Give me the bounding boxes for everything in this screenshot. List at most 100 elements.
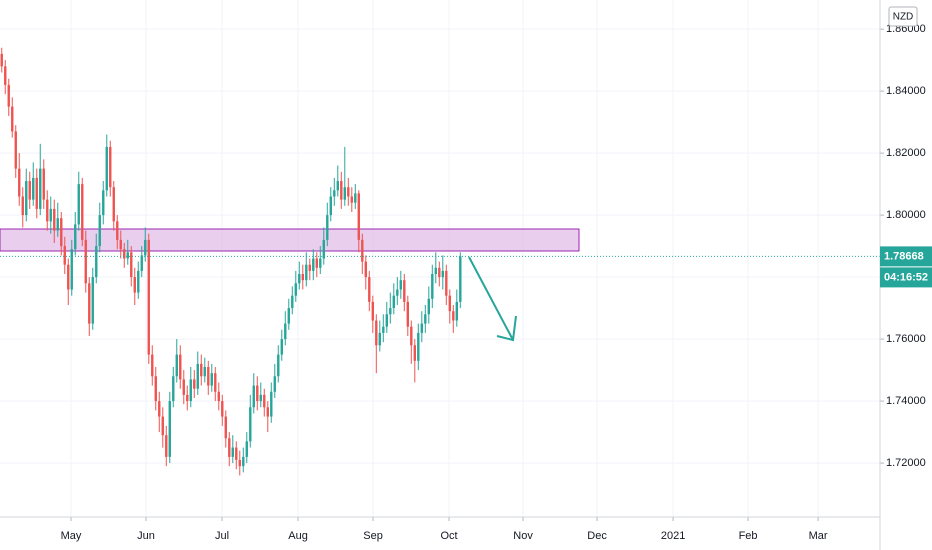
candle-body	[63, 246, 66, 265]
candle-body	[424, 314, 427, 324]
candle-body	[333, 190, 336, 197]
y-tick-label: 1.74000	[886, 395, 926, 407]
candle-body	[441, 270, 445, 278]
x-tick-label: Dec	[587, 530, 607, 542]
candle-body	[130, 252, 133, 278]
candle-body	[364, 261, 367, 278]
candle-body	[371, 301, 374, 321]
candle-body	[186, 394, 189, 402]
x-tick-label: Jul	[215, 530, 229, 542]
candle-body	[123, 249, 126, 259]
x-tick-label: Jun	[137, 530, 155, 542]
candle-body	[406, 301, 409, 327]
candle-body	[277, 354, 280, 377]
candle-body	[385, 314, 388, 327]
candle-body	[308, 264, 311, 271]
candle-body	[256, 385, 259, 402]
candle-body	[60, 218, 63, 247]
candle-body	[368, 277, 371, 302]
candle-body	[459, 256, 462, 302]
candle-body	[322, 239, 325, 259]
candle-body	[298, 273, 301, 284]
countdown-label: 04:16:52	[884, 271, 928, 283]
candle-body	[56, 218, 59, 231]
candle-body	[39, 168, 42, 209]
currency-box[interactable]	[888, 6, 918, 27]
candle-body	[144, 239, 147, 256]
candle-body	[427, 298, 430, 315]
candle-body	[224, 416, 227, 439]
candle-body	[252, 385, 255, 408]
last-price-box	[880, 246, 932, 267]
candle-body	[0, 53, 3, 67]
countdown-box	[880, 267, 932, 288]
candle-body	[140, 255, 143, 271]
candle-body	[95, 246, 98, 278]
candle-body	[137, 270, 140, 293]
candle-body	[105, 146, 108, 191]
candle-body	[315, 258, 318, 268]
candle-body	[245, 441, 248, 457]
candle-body	[284, 323, 287, 340]
candle-body	[329, 196, 332, 216]
candle-body	[70, 249, 73, 290]
candle-body	[221, 401, 224, 417]
candle-body	[361, 239, 364, 262]
candle-body	[350, 196, 353, 203]
candle-body	[18, 168, 21, 197]
candle-body	[280, 339, 283, 355]
candle-body	[21, 196, 24, 216]
candle-body	[200, 363, 203, 377]
candle-body	[312, 258, 315, 271]
candle-body	[11, 106, 14, 132]
candle-body	[396, 289, 399, 296]
candle-body	[7, 84, 10, 107]
candle-body	[126, 252, 129, 259]
candle-body	[287, 308, 290, 324]
currency: NZD	[893, 12, 914, 23]
candle-body	[357, 193, 360, 240]
candle-body	[42, 168, 45, 200]
candle-body	[4, 66, 7, 85]
candle-body	[340, 181, 343, 200]
candle-body	[84, 239, 87, 284]
candle-body	[238, 459, 241, 467]
candle-body	[336, 181, 339, 191]
candle-body	[448, 295, 452, 312]
candle-body	[203, 366, 206, 377]
candle-body	[403, 280, 406, 302]
candle-body	[434, 267, 437, 274]
candle-body	[147, 239, 150, 355]
candle-body	[413, 345, 416, 361]
y-tick-label: 1.80000	[886, 209, 926, 221]
candle-body	[168, 401, 171, 457]
candle-body	[35, 177, 38, 209]
candle-body	[14, 131, 17, 169]
candle-body	[410, 326, 413, 346]
candle-body	[382, 326, 385, 333]
candle-body	[347, 187, 350, 197]
candle-body	[151, 354, 154, 377]
candle-body	[242, 456, 245, 467]
candle-body	[158, 401, 161, 417]
candle-body	[88, 283, 91, 324]
candle-body	[49, 208, 52, 222]
candle-body	[455, 301, 459, 321]
candle-body	[249, 407, 252, 442]
trend-arrow[interactable]	[468, 256, 517, 342]
x-tick-label: Oct	[441, 530, 458, 542]
candle-body	[133, 277, 136, 293]
candle-body	[67, 264, 70, 290]
x-tick-label: Feb	[739, 530, 758, 542]
candle-body	[228, 438, 231, 457]
candle-body	[46, 199, 49, 222]
x-tick-label: 2021	[661, 530, 685, 542]
candle-body	[182, 379, 185, 395]
candle-body	[32, 177, 35, 200]
candle-body	[452, 311, 455, 321]
candle-body	[375, 320, 378, 346]
candle-body	[431, 273, 434, 299]
candle-body	[445, 270, 448, 296]
candle-body	[231, 447, 234, 457]
